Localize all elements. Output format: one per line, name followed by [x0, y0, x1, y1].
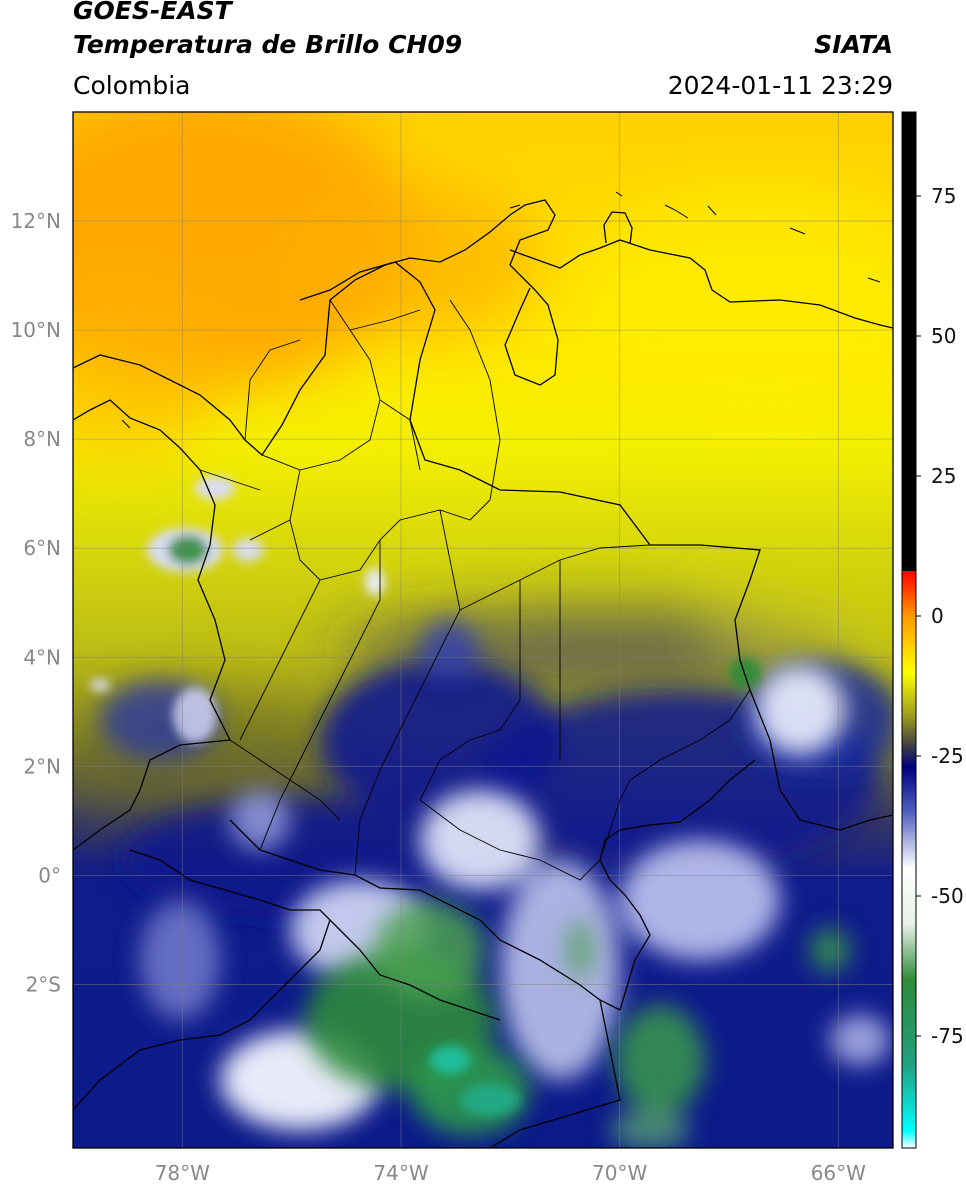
lat-tick-label: 2°N — [23, 754, 61, 778]
lon-tick-label: 78°W — [155, 1161, 210, 1185]
paraguana-peninsula — [603, 211, 633, 245]
colorbar — [902, 112, 916, 1148]
colorbar-tick-label: -25 — [931, 744, 964, 768]
peru-coast — [73, 919, 331, 1111]
region-label: Colombia — [73, 71, 191, 100]
map-gridlines — [73, 112, 893, 1148]
lat-tick-label: 0° — [38, 863, 61, 887]
lon-tick-label: 74°W — [373, 1161, 428, 1185]
colorbar-tick-label: -50 — [931, 884, 964, 908]
interior-boundaries-a — [239, 299, 491, 851]
lon-tick-label: 66°W — [811, 1161, 866, 1185]
organization-label: SIATA — [814, 30, 893, 59]
colorbar-tick-label: 75 — [931, 184, 956, 208]
trapezium-border — [489, 999, 621, 1148]
colorbar-tick-label: -75 — [931, 1024, 964, 1048]
interior-boundaries-c — [199, 299, 501, 821]
colorbar-frame — [901, 111, 917, 1149]
lat-tick-label: 4°N — [23, 645, 61, 669]
lat-tick-label: 12°N — [11, 209, 61, 233]
map-frame — [72, 111, 894, 1149]
title-satellite: GOES-EAST — [73, 0, 232, 25]
lat-tick-label: 8°N — [23, 427, 61, 451]
colombia-south-border — [229, 819, 621, 1011]
caribbean-coastline — [73, 199, 559, 456]
lat-tick-label: 6°N — [23, 536, 61, 560]
brightness-temperature-field — [73, 112, 893, 1148]
latitude-tick-labels: 12°N 10°N 8°N 6°N 4°N 2°N 0° 2°S — [11, 209, 61, 996]
longitude-tick-labels: 78°W 74°W 70°W 66°W — [155, 1161, 866, 1185]
borders-and-coastlines — [73, 191, 893, 1148]
title-product: Temperatura de Brillo CH09 — [73, 30, 463, 59]
lat-tick-label: 2°S — [26, 972, 61, 996]
colorbar-tick-label: 50 — [931, 324, 956, 348]
timestamp-label: 2024-01-11 23:29 — [667, 71, 893, 100]
venezuela-coast — [509, 239, 893, 329]
lat-tick-label: 10°N — [11, 318, 61, 342]
colorbar-ticks: 75 50 25 0 -25 -50 -75 — [916, 184, 964, 1048]
pacific-coastline — [73, 399, 232, 851]
colorbar-tick-label: 0 — [931, 604, 944, 628]
brazil-border — [599, 759, 756, 1011]
colombia-east-border — [299, 261, 893, 831]
lon-tick-label: 70°W — [592, 1161, 647, 1185]
interior-boundaries-b — [354, 509, 751, 881]
colorbar-tick-label: 25 — [931, 464, 956, 488]
islands — [121, 191, 881, 429]
